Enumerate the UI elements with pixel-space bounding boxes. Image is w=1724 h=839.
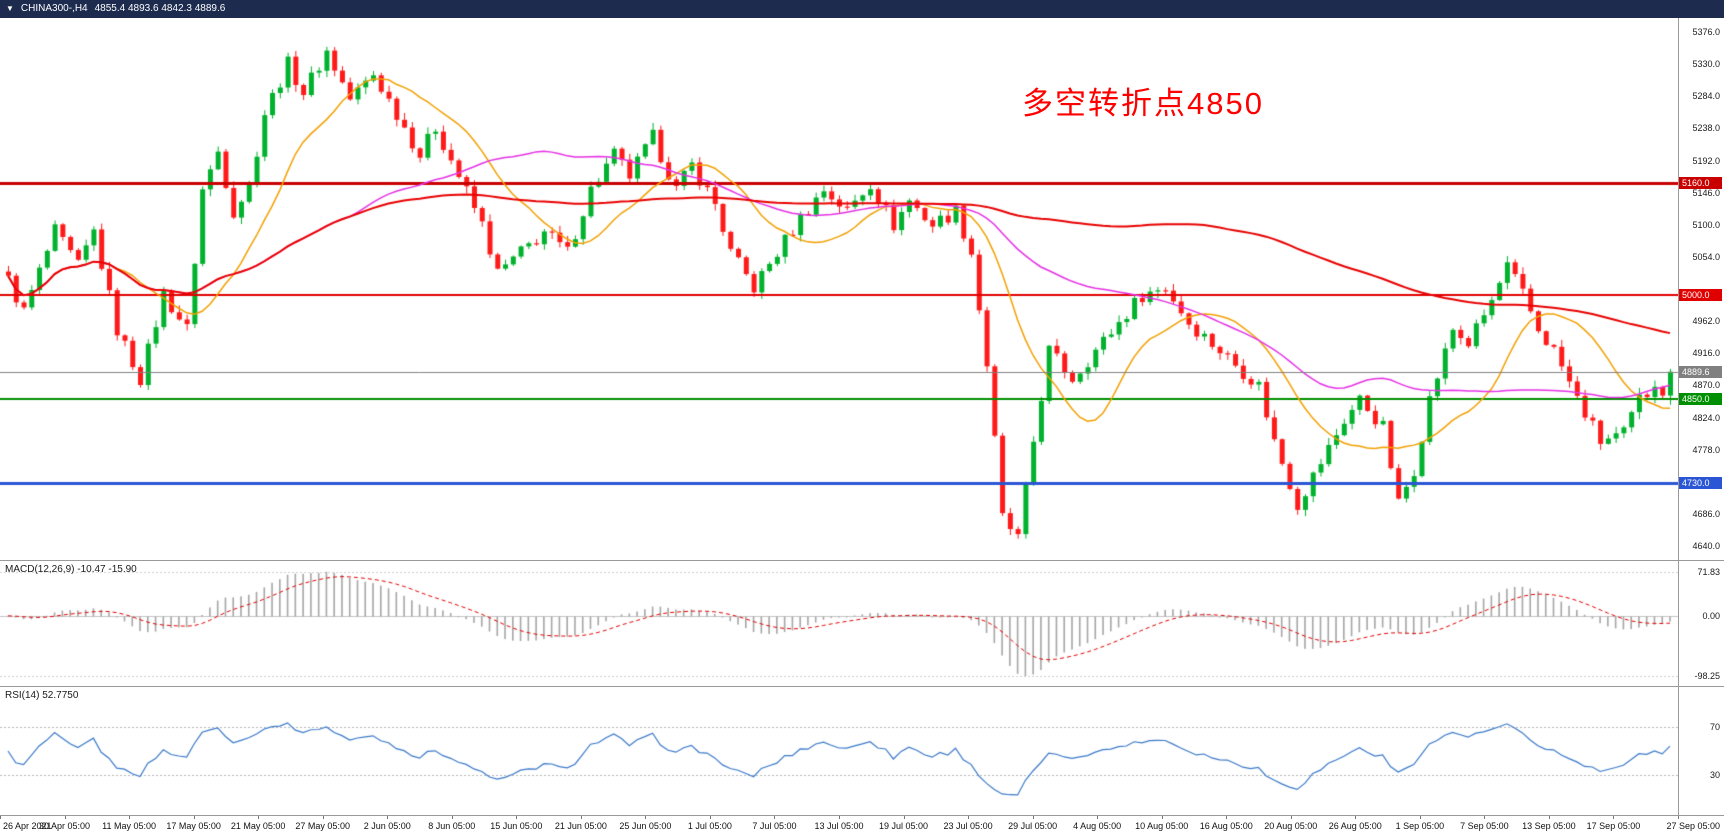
time-axis-label: 21 Jun 05:00 <box>554 821 607 831</box>
rsi-canvas[interactable] <box>0 687 1678 815</box>
time-tick <box>645 816 646 819</box>
price-tick-label: 4686.0 <box>1692 508 1720 519</box>
time-tick <box>1355 816 1356 819</box>
time-tick <box>452 816 453 819</box>
time-axis-label: 25 Jun 05:00 <box>619 821 672 831</box>
price-tick-label: 4962.0 <box>1692 316 1720 327</box>
panel-separator[interactable] <box>0 686 1724 687</box>
price-level-badge: 4850.0 <box>1679 393 1722 406</box>
time-tick <box>1033 816 1034 819</box>
ohlc-readout: 4855.4 4893.6 4842.3 4889.6 <box>94 3 226 14</box>
macd-tick-label: 71.83 <box>1697 566 1720 577</box>
macd-panel: MACD(12,26,9) -10.47 -15.90 71.83 0.00 -98… <box>0 561 1724 686</box>
time-axis-label: 26 Apr 2021 <box>3 821 52 831</box>
price-level-badge: 4889.6 <box>1679 365 1722 378</box>
time-tick <box>194 816 195 819</box>
time-axis-label: 8 Jun 05:00 <box>428 821 476 831</box>
time-tick <box>1678 816 1679 819</box>
time-axis-label: 20 Aug 05:00 <box>1264 821 1318 831</box>
price-tick-label: 5146.0 <box>1692 187 1720 198</box>
rsi-panel: RSI(14) 52.7750 70 30 <box>0 687 1724 815</box>
time-axis-label: 7 Jul 05:00 <box>752 821 797 831</box>
price-tick-label: 4778.0 <box>1692 444 1720 455</box>
time-tick <box>1420 816 1421 819</box>
time-tick <box>710 816 711 819</box>
price-tick-label: 5054.0 <box>1692 251 1720 262</box>
price-tick-label: 5376.0 <box>1692 27 1720 37</box>
price-tick-label: 5330.0 <box>1692 59 1720 70</box>
time-tick <box>0 816 1 819</box>
price-tick-label: 4640.0 <box>1692 541 1720 551</box>
time-tick <box>65 816 66 819</box>
time-tick <box>904 816 905 819</box>
time-axis-label: 17 May 05:00 <box>166 821 221 831</box>
time-tick <box>516 816 517 819</box>
time-axis-label: 1 Jul 05:00 <box>687 821 732 831</box>
time-tick <box>387 816 388 819</box>
price-tick-label: 4824.0 <box>1692 412 1720 423</box>
macd-canvas[interactable] <box>0 561 1678 686</box>
panel-separator[interactable] <box>0 560 1724 561</box>
time-tick <box>1097 816 1098 819</box>
time-axis-label: 17 Sep 05:00 <box>1586 821 1641 831</box>
rsi-axis[interactable]: 70 30 <box>1678 687 1724 815</box>
macd-axis[interactable]: 71.83 0.00 -98.25 <box>1678 561 1724 686</box>
time-axis[interactable]: 26 Apr 2021 30 Apr 05:00 11 May 05:00 17 Ma… <box>0 816 1724 839</box>
panel-separator[interactable] <box>0 815 1724 816</box>
time-axis-label: 4 Aug 05:00 <box>1073 821 1122 831</box>
price-chart-canvas[interactable] <box>0 18 1678 560</box>
time-axis-label: 15 Jun 05:00 <box>490 821 543 831</box>
time-tick <box>968 816 969 819</box>
time-axis-label: 27 May 05:00 <box>295 821 350 831</box>
time-axis-label: 13 Sep 05:00 <box>1522 821 1576 831</box>
time-tick <box>258 816 259 819</box>
price-tick-label: 5192.0 <box>1692 155 1720 166</box>
time-tick <box>1484 816 1485 819</box>
time-axis-label: 30 Apr 05:00 <box>39 821 91 831</box>
time-axis-label: 10 Aug 05:00 <box>1135 821 1189 831</box>
time-axis-label: 19 Jul 05:00 <box>879 821 929 831</box>
time-axis-label: 23 Jul 05:00 <box>943 821 993 831</box>
rsi-tick-label: 30 <box>1709 770 1720 780</box>
symbol-label: CHINA300-,H4 <box>20 3 88 14</box>
time-tick <box>1613 816 1614 819</box>
price-level-badge: 5160.0 <box>1679 176 1722 189</box>
time-tick <box>323 816 324 819</box>
price-level-badge: 4730.0 <box>1679 477 1722 490</box>
price-tick-label: 4916.0 <box>1692 348 1720 359</box>
collapse-arrow-icon[interactable]: ▼ <box>6 4 14 13</box>
price-tick-label: 4870.0 <box>1692 380 1720 391</box>
price-panel: 多空转折点4850 5376.0 5330.0 5284.0 5238.0 5192.0… <box>0 18 1724 560</box>
time-tick <box>129 816 130 819</box>
time-axis-label: 11 May 05:00 <box>102 821 156 831</box>
price-tick-label: 5238.0 <box>1692 123 1720 134</box>
time-tick <box>1549 816 1550 819</box>
rsi-label: RSI(14) 52.7750 <box>5 690 79 701</box>
time-tick <box>1291 816 1292 819</box>
time-axis-label: 2 Jun 05:00 <box>363 821 411 831</box>
time-axis-label: 29 Jul 05:00 <box>1008 821 1058 831</box>
time-tick <box>774 816 775 819</box>
time-tick <box>1162 816 1163 819</box>
price-level-badge: 5000.0 <box>1679 288 1722 301</box>
price-tick-label: 5100.0 <box>1692 219 1720 230</box>
time-axis-label: 7 Sep 05:00 <box>1460 821 1509 831</box>
time-axis-label: 16 Aug 05:00 <box>1199 821 1253 831</box>
chart-title-bar: ▼ CHINA300-,H4 4855.4 4893.6 4842.3 4889… <box>0 0 1724 18</box>
macd-label: MACD(12,26,9) -10.47 -15.90 <box>5 564 137 575</box>
price-tick-label: 5284.0 <box>1692 91 1720 102</box>
time-axis-label: 1 Sep 05:00 <box>1395 821 1445 831</box>
time-axis-label: 13 Jul 05:00 <box>814 821 864 831</box>
annotation-text[interactable]: 多空转折点4850 <box>1022 86 1264 121</box>
time-axis-label: 27 Sep 05:00 <box>1666 821 1720 831</box>
time-tick <box>839 816 840 819</box>
macd-tick-label: -98.25 <box>1694 671 1720 682</box>
time-axis-label: 26 Aug 05:00 <box>1328 821 1382 831</box>
rsi-tick-label: 70 <box>1709 722 1720 732</box>
time-tick <box>1226 816 1227 819</box>
price-axis[interactable]: 5376.0 5330.0 5284.0 5238.0 5192.0 5146.0 5100… <box>1678 18 1724 560</box>
time-axis-label: 21 May 05:00 <box>230 821 286 831</box>
time-tick <box>581 816 582 819</box>
macd-tick-label: 0.00 <box>1702 610 1720 621</box>
